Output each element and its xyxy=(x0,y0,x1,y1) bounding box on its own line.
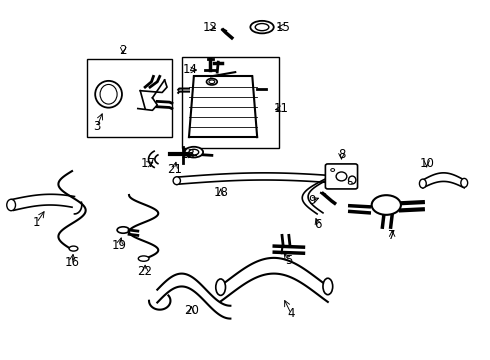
Text: 8: 8 xyxy=(338,148,345,162)
Text: 13: 13 xyxy=(180,148,196,162)
Text: 1: 1 xyxy=(33,216,40,229)
Text: 18: 18 xyxy=(213,186,228,199)
Text: 9: 9 xyxy=(309,194,316,207)
Ellipse shape xyxy=(348,181,352,184)
Ellipse shape xyxy=(7,199,16,211)
Ellipse shape xyxy=(173,177,180,185)
Text: 15: 15 xyxy=(275,21,291,33)
FancyBboxPatch shape xyxy=(325,164,358,189)
Ellipse shape xyxy=(461,179,467,187)
Text: 6: 6 xyxy=(314,218,322,231)
Ellipse shape xyxy=(69,246,78,251)
Text: 21: 21 xyxy=(167,163,182,176)
Text: 14: 14 xyxy=(183,63,198,76)
Text: 3: 3 xyxy=(93,120,100,133)
Ellipse shape xyxy=(95,81,122,108)
Ellipse shape xyxy=(185,147,203,157)
Ellipse shape xyxy=(336,172,347,181)
Bar xyxy=(87,59,172,137)
Ellipse shape xyxy=(348,176,356,184)
Text: 12: 12 xyxy=(202,21,218,33)
Text: 4: 4 xyxy=(288,307,295,320)
Ellipse shape xyxy=(138,256,149,261)
Text: 22: 22 xyxy=(138,265,152,278)
Ellipse shape xyxy=(209,80,215,84)
Ellipse shape xyxy=(372,195,401,215)
Ellipse shape xyxy=(255,23,269,31)
Ellipse shape xyxy=(323,278,333,295)
Ellipse shape xyxy=(189,149,199,155)
Text: 11: 11 xyxy=(274,102,289,115)
Ellipse shape xyxy=(331,168,335,171)
Text: 10: 10 xyxy=(419,157,434,170)
Ellipse shape xyxy=(419,179,426,188)
Text: 5: 5 xyxy=(285,254,293,267)
Bar xyxy=(182,57,279,148)
Ellipse shape xyxy=(117,227,129,233)
Text: 16: 16 xyxy=(65,256,79,269)
Text: 19: 19 xyxy=(112,239,127,252)
Text: 7: 7 xyxy=(389,229,396,242)
Text: 2: 2 xyxy=(120,44,127,57)
Text: 20: 20 xyxy=(184,304,199,317)
Ellipse shape xyxy=(216,279,225,296)
Ellipse shape xyxy=(206,78,217,85)
Text: 17: 17 xyxy=(141,157,156,170)
Ellipse shape xyxy=(250,21,274,33)
Ellipse shape xyxy=(100,85,117,104)
